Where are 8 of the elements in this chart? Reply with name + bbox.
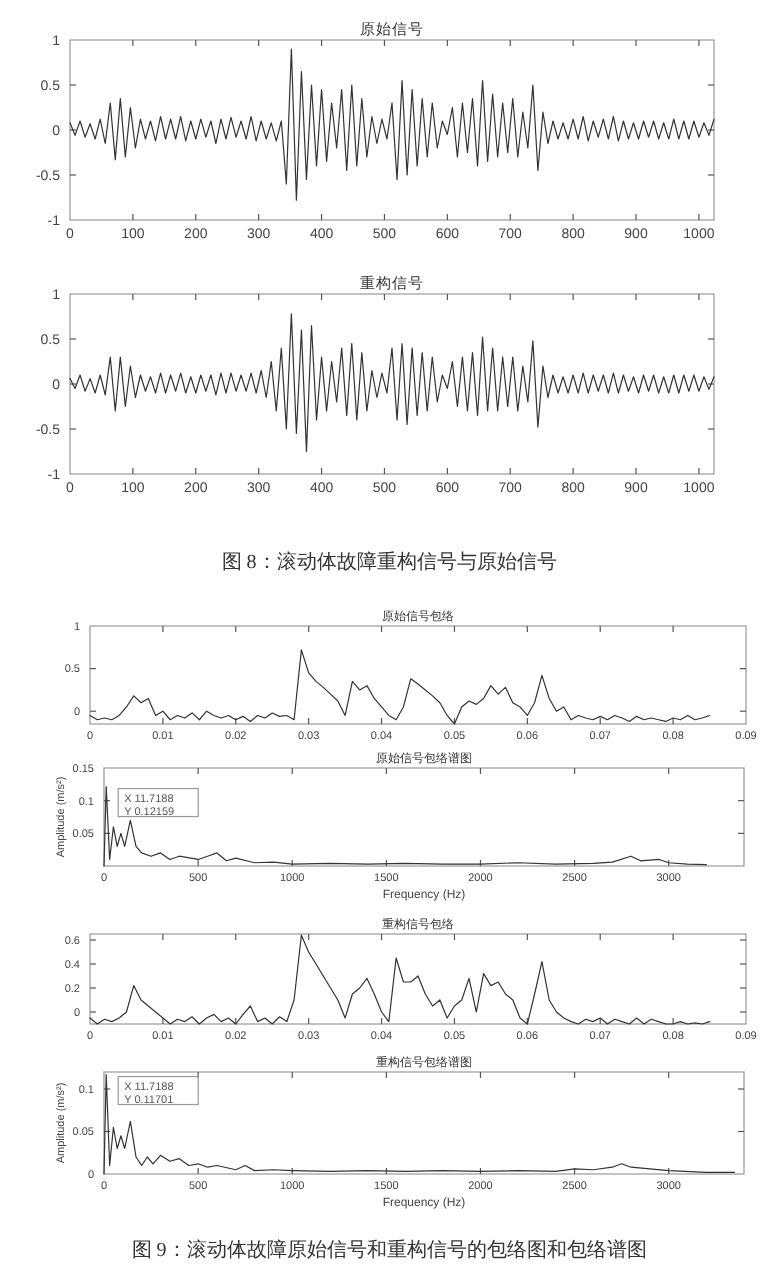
line-series xyxy=(103,785,707,867)
line-series xyxy=(69,48,715,201)
line-series xyxy=(89,649,711,725)
line-series xyxy=(89,934,711,1025)
caption: 图 8：滚动体故障重构信号与原始信号 xyxy=(221,550,557,574)
line-series xyxy=(103,1073,736,1175)
caption: 图 9：滚动体故障原始信号和重构信号的包络图和包络谱图 xyxy=(131,1238,647,1262)
line-series xyxy=(69,313,715,453)
